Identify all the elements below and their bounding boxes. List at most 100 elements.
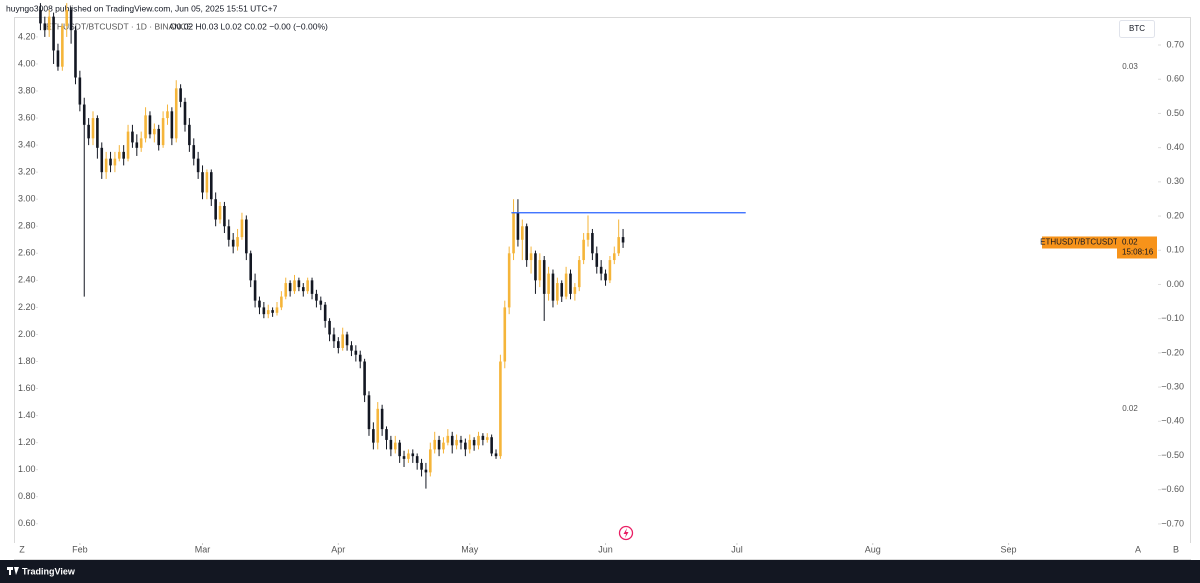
candle-body [595,253,599,267]
candle-body [367,395,371,430]
candle-body [179,88,182,102]
candle-body [599,266,603,274]
candle-body [604,273,607,281]
y2-tick-label: 0.00 [1166,279,1184,289]
candle-body [608,260,612,281]
candle-body [420,462,423,470]
candle-body [337,341,340,348]
x-tick-label: Jun [598,544,613,554]
y2-tick-label: 0.40 [1166,142,1184,152]
y-tick-label: 3.20 [18,167,36,177]
y-tick-label: 3.60 [18,112,36,122]
candle-body [455,439,458,446]
candle-body [573,287,577,294]
candle-body [240,219,244,238]
candle-body [407,453,410,459]
candle-body [306,280,309,292]
flash-icon[interactable] [618,525,634,541]
candle-body [117,151,121,159]
candle-body [315,293,318,301]
candle-body [183,101,187,125]
y2-tick-label: −0.50 [1161,450,1184,460]
price-tag-name-box [1042,236,1117,249]
x-tick-label: Aug [865,544,881,554]
scale-note: 0.03 [1122,62,1138,71]
candle-body [161,118,165,146]
candle-body [429,449,432,473]
candle-body [139,138,143,148]
candle-body [275,307,279,313]
candle-body [245,219,248,254]
y2-tick-label: 0.50 [1166,108,1184,118]
publish-header: huyngo3008 published on TradingView.com,… [6,3,278,13]
y-tick-label: 3.00 [18,194,36,204]
candle-body [284,283,288,297]
candle-body [586,233,590,240]
candle-body [258,300,261,308]
candle-body [201,172,204,193]
candle-body [87,124,90,139]
candle-body [411,453,415,457]
y-tick-label: 3.80 [18,85,36,95]
price-tag-price: 0.02 [1122,238,1138,247]
unit-button[interactable] [1119,20,1155,38]
candle-body [214,199,217,220]
candle-body [582,239,585,261]
candle-body [389,439,393,450]
candle-body [534,253,537,281]
candle-body [293,280,296,292]
corner-button[interactable]: A [1135,544,1141,554]
y2-tick-label: −0.10 [1161,313,1184,323]
y-tick-label: 1.80 [18,356,36,366]
candle-body [358,354,362,362]
y-tick-label: 2.20 [18,302,36,312]
candle-body [301,287,305,292]
y-tick-label: 0.60 [18,518,36,528]
y-tick-label: 1.40 [18,410,36,420]
candle-body [78,77,82,105]
candle-body [153,128,156,135]
candle-body [512,212,515,254]
candle-body [415,456,419,463]
candle-body [100,147,104,173]
y-tick-label: 2.60 [18,248,36,258]
footer-brand: TradingView [22,566,76,576]
corner-button[interactable]: B [1173,544,1179,554]
candle-body [310,280,314,294]
candle-body [236,237,239,247]
price-tag-countdown: 15:08:16 [1122,248,1154,257]
candle-body [542,260,546,294]
y-tick-label: 2.40 [18,275,36,285]
y-tick-label: 3.40 [18,139,36,149]
candle-body [424,469,428,473]
candle-body [39,9,42,24]
candle-body [363,361,366,396]
candle-body [122,151,125,159]
unit-label[interactable]: BTC [1129,24,1145,33]
candle-body [135,142,139,148]
candle-body [288,283,292,292]
candle-body [47,16,51,31]
candle-body [446,435,450,443]
price-tag-box [1117,236,1157,259]
candle-body [398,442,401,457]
candle-body [166,111,169,119]
x-tick-label: Apr [331,544,345,554]
candle-body [109,158,112,166]
candle-body [126,131,130,159]
y2-tick-label: −0.30 [1161,381,1184,391]
candle-body [170,111,174,139]
candle-body [205,172,209,193]
candle-body [433,439,436,450]
corner-button[interactable]: Z [19,544,25,554]
candle-body [280,296,283,308]
candle-body [464,442,467,450]
legend-ohlc: O0.02 H0.03 L0.02 C0.02 −0.00 (−0.00%) [170,21,328,31]
x-tick-label: May [461,544,479,554]
y-tick-label: 1.60 [18,383,36,393]
candle-body [319,300,323,305]
candle-body [551,273,555,301]
y2-tick-label: −0.70 [1161,518,1184,528]
candle-body [385,429,388,440]
